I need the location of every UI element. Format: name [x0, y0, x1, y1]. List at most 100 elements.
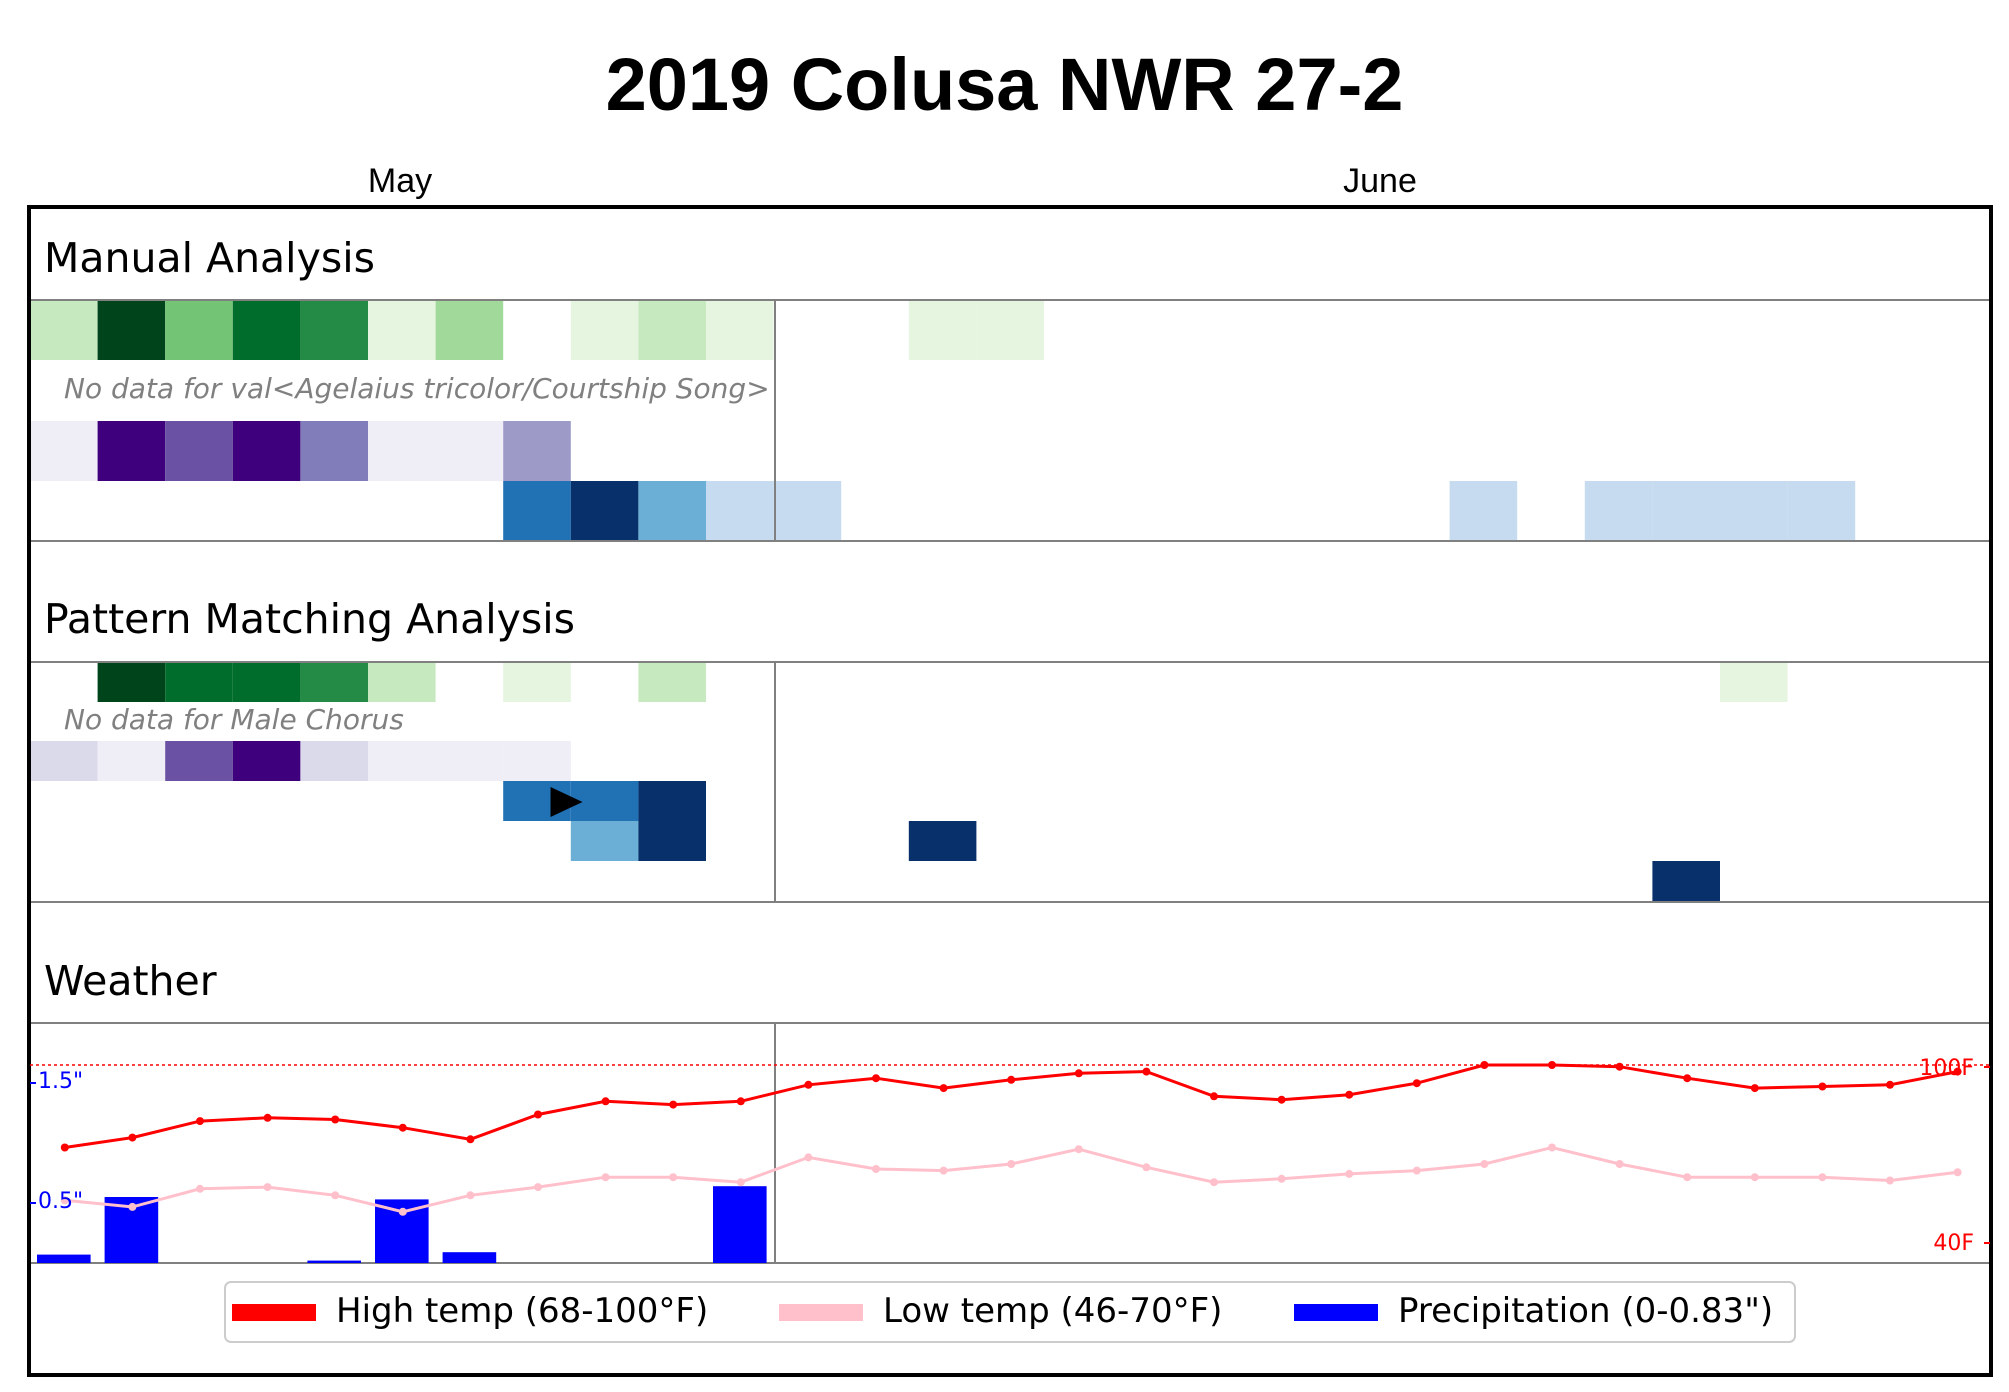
high-temp-point — [1750, 1084, 1759, 1093]
low-temp-point — [939, 1166, 948, 1175]
low-temp-point — [1210, 1178, 1218, 1187]
section-label-weather: Weather — [44, 957, 217, 1005]
temp-tick-label: 100F — [1919, 1056, 1974, 1081]
high-temp-point — [1210, 1092, 1218, 1101]
heatmap-cell-manual-greens — [97, 300, 166, 360]
precip-bar — [37, 1254, 91, 1263]
precip-bar — [713, 1186, 767, 1263]
legend: High temp (68-100°F) Low temp (46-70°F) … — [224, 1281, 1796, 1343]
heatmap-cell-manual-purples — [435, 421, 504, 481]
heatmap-cell-pattern-purples — [300, 741, 368, 781]
legend-box — [224, 1281, 1796, 1343]
low-temp-point — [1480, 1160, 1489, 1168]
low-temp-point — [1412, 1166, 1421, 1175]
heatmap-cell-pattern-blues — [638, 781, 706, 821]
low-temp-point — [128, 1202, 137, 1211]
month-label-june: June — [1343, 162, 1417, 200]
heatmap-cell-pattern-blues — [1652, 861, 1720, 901]
heatmap-cell-manual-blues — [706, 481, 774, 541]
high-temp-point — [1074, 1069, 1083, 1078]
high-temp-point — [466, 1135, 475, 1144]
high-temp-point — [1277, 1095, 1286, 1104]
heatmap-cell-pattern-purples — [435, 741, 504, 781]
heatmap-cell-pattern-greens — [232, 662, 301, 702]
high-temp-point — [263, 1113, 272, 1122]
high-temp-point — [1412, 1079, 1421, 1088]
heatmap-cell-manual-blues — [570, 481, 639, 541]
no-data-note-manual: No data for val<Agelaius tricolor/Courts… — [64, 372, 770, 405]
low-temp-point — [196, 1184, 204, 1193]
month-label-may: May — [367, 162, 433, 200]
heatmap-cell-manual-blues — [1652, 481, 1720, 541]
high-temp-point — [669, 1100, 678, 1109]
high-temp-point — [1818, 1082, 1827, 1091]
low-temp-point — [1818, 1173, 1827, 1182]
high-temp-point — [1683, 1074, 1692, 1083]
heatmap-cell-pattern-purples — [30, 741, 98, 781]
heatmap-cell-manual-purples — [165, 421, 233, 481]
low-temp-point — [669, 1173, 678, 1182]
heatmap-cell-pattern-greens — [300, 662, 368, 702]
heatmap-cell-manual-blues — [773, 481, 842, 541]
heatmap-cell-manual-greens — [908, 300, 977, 360]
legend-swatch-precipitation — [1294, 1304, 1378, 1321]
low-temp-point — [1548, 1143, 1556, 1152]
heatmap-cell-manual-blues — [503, 481, 571, 541]
low-temp-point — [1886, 1176, 1894, 1185]
section-label-pattern: Pattern Matching Analysis — [44, 595, 575, 643]
high-temp-point — [1480, 1061, 1489, 1069]
high-temp-point — [60, 1143, 69, 1152]
heatmap-cell-manual-greens — [638, 300, 706, 360]
low-temp-point — [466, 1191, 475, 1200]
low-temp-point — [60, 1196, 69, 1205]
heatmap-cell-pattern-greens — [368, 662, 436, 702]
section-label-manual: Manual Analysis — [44, 234, 375, 282]
heatmap-cell-manual-blues — [1720, 481, 1788, 541]
high-temp-point — [128, 1133, 137, 1142]
heatmap-cell-manual-purples — [232, 421, 301, 481]
heatmap-cell-pattern-purples — [503, 741, 571, 781]
high-temp-point — [1615, 1062, 1624, 1071]
heatmap-cell-manual-purples — [97, 421, 166, 481]
high-temp-point — [939, 1084, 948, 1093]
high-temp-point — [872, 1074, 880, 1083]
legend-label-low-temp: Low temp (46-70°F) — [883, 1291, 1222, 1331]
low-temp-point — [1750, 1173, 1759, 1182]
high-temp-point — [1007, 1075, 1016, 1084]
high-temp-point — [804, 1080, 813, 1089]
heatmap-cell-manual-greens — [232, 300, 301, 360]
high-temp-point — [1142, 1067, 1151, 1076]
heatmap-cell-manual-greens — [368, 300, 436, 360]
heatmap-cell-pattern-blues — [908, 821, 977, 861]
heatmap-cell-pattern-greens — [1720, 662, 1788, 702]
low-temp-point — [601, 1173, 610, 1182]
high-temp-point — [331, 1115, 340, 1124]
legend-swatch-high-temp — [232, 1304, 316, 1321]
heatmap-cell-pattern-purples — [97, 741, 166, 781]
legend-label-high-temp: High temp (68-100°F) — [336, 1291, 708, 1331]
heatmap-cell-pattern-greens — [503, 662, 571, 702]
heatmap-cell-manual-greens — [706, 300, 774, 360]
heatmap-cell-manual-blues — [1787, 481, 1856, 541]
high-temp-point — [1345, 1090, 1354, 1099]
heatmap-cell-manual-blues — [1449, 481, 1518, 541]
heatmap-cell-manual-greens — [300, 300, 368, 360]
heatmap-cell-manual-greens — [976, 300, 1044, 360]
high-temp-point — [736, 1097, 745, 1106]
no-data-note-pattern: No data for Male Chorus — [64, 703, 404, 736]
high-temp-point — [534, 1110, 542, 1119]
heatmap-cell-manual-greens — [570, 300, 639, 360]
low-temp-point — [534, 1183, 542, 1192]
heatmap-cell-manual-purples — [300, 421, 368, 481]
section-labels: Manual Analysis No data for val<Agelaius… — [38, 234, 1974, 1256]
low-temp-line — [64, 1145, 1958, 1214]
play-marker-icon — [550, 787, 583, 817]
heatmap-cell-manual-purples — [503, 421, 571, 481]
temp-tick-label: 40F — [1933, 1231, 1974, 1256]
heatmap-cell-manual-purples — [368, 421, 436, 481]
heatmap-cell-manual-greens — [435, 300, 504, 360]
precip-bar — [307, 1260, 361, 1263]
weather-plot — [30, 1061, 1990, 1263]
high-temp-point — [196, 1117, 204, 1126]
